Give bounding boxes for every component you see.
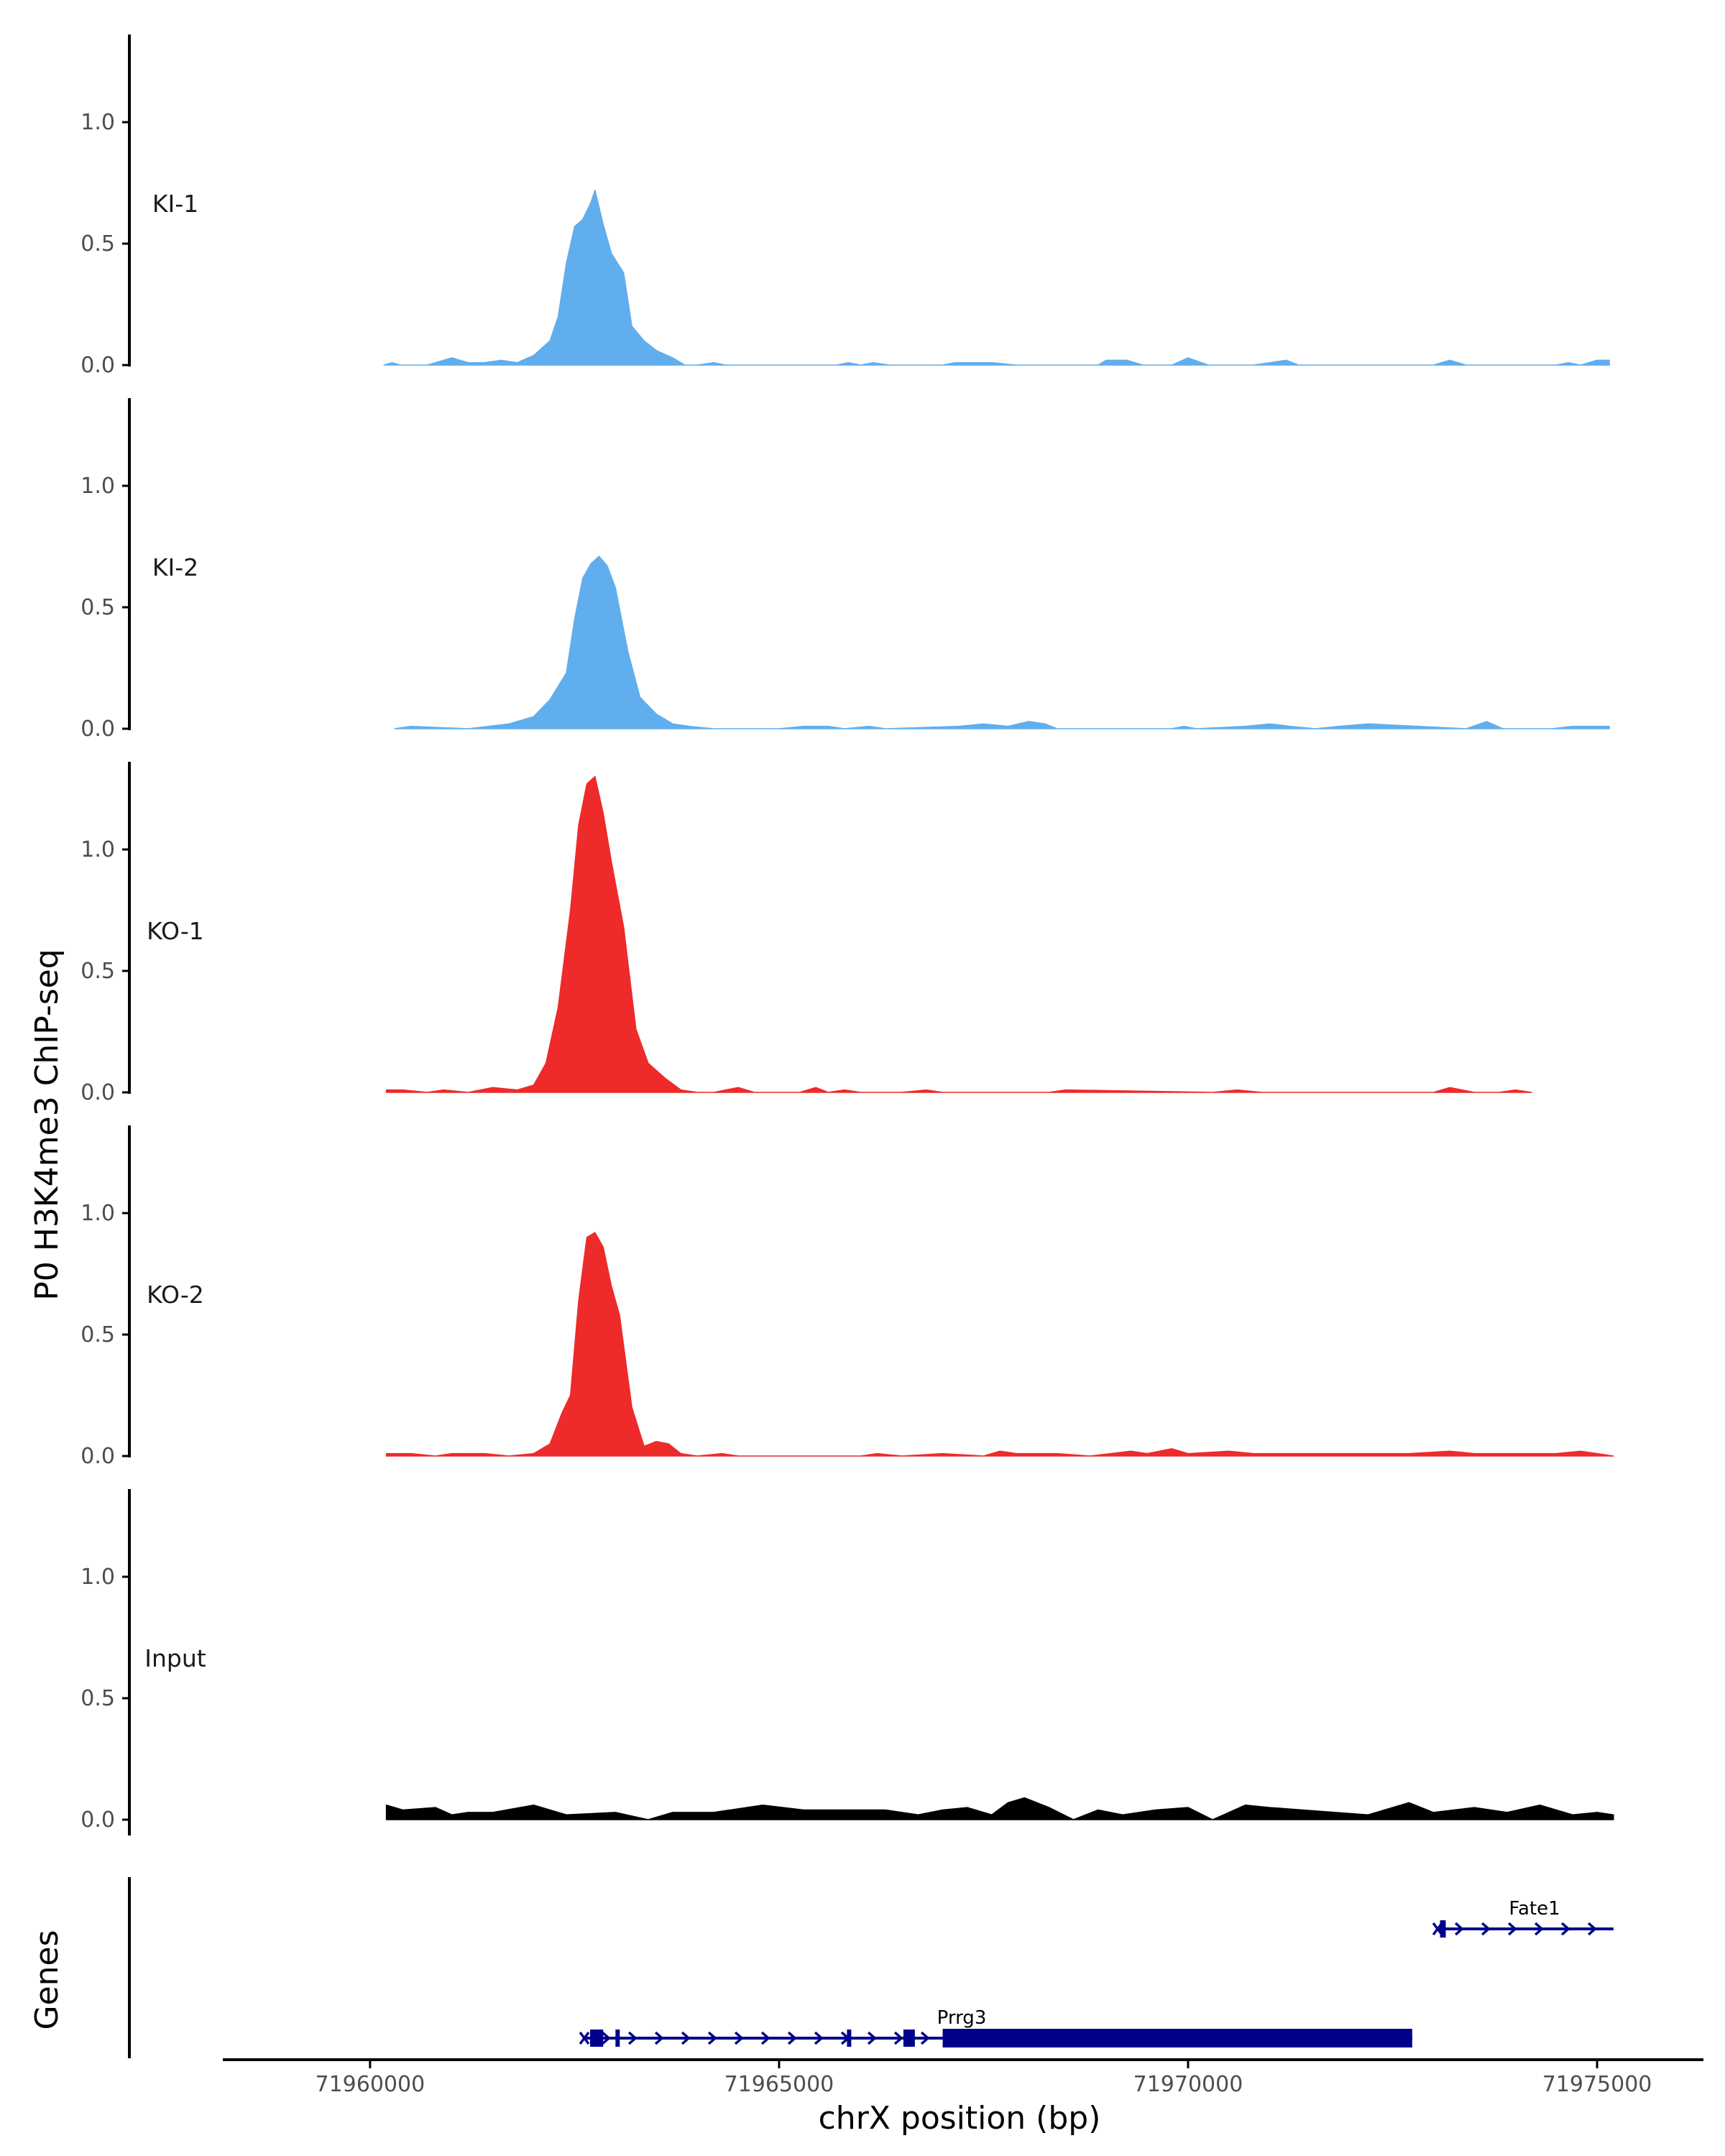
y-axis-title: P0 H3K4me3 ChIP-seq (29, 949, 65, 1300)
track-input: 0.0 0.5 1.0 Input (80, 1489, 1614, 1835)
y-tick-label: 1.0 (80, 837, 115, 862)
track-label-ko-2: KO-2 (147, 1281, 204, 1309)
x-tick-label: 71965000 (724, 2072, 834, 2097)
strand-arrow (1454, 1922, 1464, 1936)
gene-prrg3: Prrg3 (579, 2007, 1412, 2047)
strand-arrow (1587, 1922, 1597, 1936)
strand-arrow (1507, 1922, 1517, 1936)
y-tick-label: 0.0 (80, 1807, 115, 1833)
gene-exon (615, 2030, 620, 2047)
genes-axis-title: Genes (29, 1930, 65, 2030)
strand-arrow (1534, 1922, 1544, 1936)
gene-exon (942, 2029, 1412, 2047)
gene-exon (847, 2030, 852, 2047)
strand-arrow (601, 2031, 611, 2045)
coverage-area-ki-1 (383, 189, 1610, 366)
y-tick-label: 0.0 (80, 1444, 115, 1469)
gene-exon (590, 2030, 604, 2047)
strand-arrow (760, 2031, 770, 2045)
track-ki-1: 0.0 0.5 1.0 KI-1 (80, 34, 1610, 378)
gene-start-marker (579, 2031, 590, 2045)
gene-exon (1440, 1920, 1446, 1938)
gene-panel: Fate1 Prrg3 (128, 1877, 1614, 2058)
strand-arrow (734, 2031, 744, 2045)
y-tick-label: 0.5 (80, 231, 115, 257)
strand-arrow (654, 2031, 664, 2045)
gene-label-prrg3: Prrg3 (937, 2007, 987, 2029)
y-tick-label: 1.0 (80, 1565, 115, 1590)
strand-arrow (1560, 1922, 1570, 1936)
y-tick-label: 0.0 (80, 717, 115, 742)
y-tick-label: 0.0 (80, 353, 115, 378)
track-label-ki-2: KI-2 (152, 553, 198, 581)
track-label-input: Input (144, 1644, 206, 1672)
strand-arrow (893, 2031, 903, 2045)
y-tick-label: 0.5 (80, 1322, 115, 1348)
strand-arrow (867, 2031, 877, 2045)
track-label-ki-1: KI-1 (152, 190, 198, 218)
y-tick-label: 1.0 (80, 474, 115, 499)
y-tick-label: 0.5 (80, 595, 115, 620)
x-tick-label: 71975000 (1542, 2072, 1652, 2097)
strand-arrow (814, 2031, 824, 2045)
strand-arrow (681, 2031, 691, 2045)
track-ko-1: 0.0 0.5 1.0 KO-1 (80, 762, 1532, 1105)
strand-arrow (787, 2031, 797, 2045)
coverage-area-input (385, 1797, 1614, 1820)
track-ki-2: 0.0 0.5 1.0 KI-2 (80, 398, 1610, 742)
coverage-tracks: 0.00.51.0KI-10.00.51.0KI-20.00.51.0KO-10… (80, 34, 1614, 1835)
x-axis-title: chrX position (bp) (819, 2100, 1101, 2137)
x-tick-label: 71960000 (316, 2072, 426, 2097)
gene-label-fate1: Fate1 (1509, 1898, 1560, 1920)
strand-arrow (627, 2031, 638, 2045)
y-tick-label: 0.0 (80, 1080, 115, 1105)
coverage-area-ko-1 (385, 775, 1532, 1093)
coverage-area-ki-2 (394, 556, 1610, 729)
y-tick-label: 1.0 (80, 110, 115, 135)
y-tick-label: 0.5 (80, 959, 115, 984)
strand-arrow (920, 2031, 930, 2045)
track-label-ko-1: KO-1 (147, 917, 204, 945)
y-tick-label: 0.5 (80, 1686, 115, 1711)
y-tick-label: 1.0 (80, 1201, 115, 1226)
track-ko-2: 0.0 0.5 1.0 KO-2 (80, 1125, 1614, 1469)
x-axis: 71960000 71965000 71970000 71975000 (223, 2058, 1703, 2097)
strand-arrow (1481, 1922, 1491, 1936)
coverage-area-ko-2 (385, 1232, 1614, 1457)
gene-exon (903, 2030, 915, 2047)
gene-fate1: Fate1 (1432, 1898, 1614, 1938)
x-tick-label: 71970000 (1133, 2072, 1243, 2097)
strand-arrow (707, 2031, 717, 2045)
